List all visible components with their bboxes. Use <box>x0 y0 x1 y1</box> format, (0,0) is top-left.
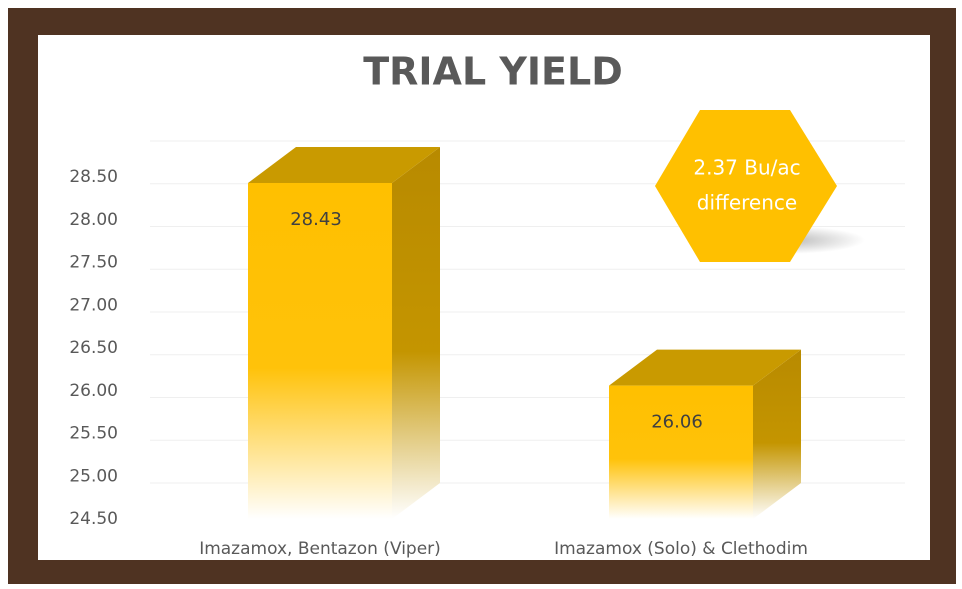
y-tick-label: 28.50 <box>69 167 118 187</box>
y-tick-label: 26.00 <box>69 381 118 401</box>
bar-top <box>248 146 440 183</box>
bar <box>609 349 801 519</box>
x-tick-label: Imazamox, Bentazon (Viper) <box>199 539 441 559</box>
bar <box>248 146 440 520</box>
annotation-text: difference <box>697 191 797 215</box>
bar-side <box>392 146 440 520</box>
y-tick-label: 27.00 <box>69 295 118 315</box>
chart-title: TRIAL YIELD <box>363 50 623 94</box>
y-tick-label: 26.50 <box>69 338 118 358</box>
y-tick-label: 27.50 <box>69 253 118 273</box>
annotation-shape <box>655 110 837 262</box>
bar-front <box>248 182 392 520</box>
y-tick-label: 24.50 <box>69 509 118 529</box>
annotation-text: 2.37 Bu/ac <box>693 156 800 180</box>
bar-side <box>753 349 801 519</box>
bar-top <box>609 349 801 386</box>
y-tick-label: 25.00 <box>69 466 118 486</box>
y-tick-label: 28.00 <box>69 210 118 230</box>
data-label: 28.43 <box>290 209 342 230</box>
x-tick-label: Imazamox (Solo) & Clethodim <box>554 539 808 559</box>
y-tick-label: 25.50 <box>69 424 118 444</box>
data-label: 26.06 <box>651 412 703 433</box>
bar-front <box>609 385 753 519</box>
